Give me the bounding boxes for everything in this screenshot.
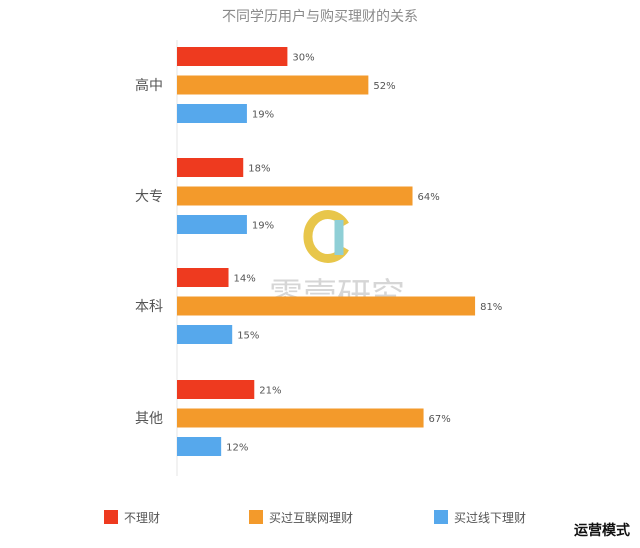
bar-value-label: 52% xyxy=(373,81,395,92)
legend-label: 买过互联网理财 xyxy=(269,511,353,525)
legend-label: 买过线下理财 xyxy=(454,511,526,525)
legend-swatch xyxy=(434,510,448,524)
legend-swatch xyxy=(249,510,263,524)
bar-value-label: 81% xyxy=(480,302,502,313)
bar xyxy=(177,325,233,344)
category-label: 其他 xyxy=(135,411,163,427)
bar-value-label: 12% xyxy=(226,443,248,454)
bar-value-label: 15% xyxy=(237,331,259,342)
legend: 不理财 买过互联网理财 买过线下理财 xyxy=(104,510,526,525)
legend-swatch xyxy=(104,510,118,524)
chart-title: 不同学历用户与购买理财的关系 xyxy=(222,8,418,25)
bar xyxy=(177,186,413,206)
bar xyxy=(177,75,369,95)
bars-group: 高中 30% 52% 19% 大专 18% 64% 19% 本科 14% 81% 15% 其他 21% 67… xyxy=(135,47,502,456)
bar xyxy=(177,268,229,287)
category-label: 大专 xyxy=(135,189,163,205)
bar xyxy=(177,215,247,234)
bar-value-label: 64% xyxy=(418,192,440,203)
bar xyxy=(177,437,222,456)
bar-value-label: 14% xyxy=(234,274,256,285)
bar-value-label: 67% xyxy=(429,414,451,425)
bar xyxy=(177,104,247,123)
bar xyxy=(177,408,424,428)
bar-value-label: 19% xyxy=(252,110,274,121)
bar-value-label: 21% xyxy=(259,386,281,397)
bar xyxy=(177,296,476,316)
bar xyxy=(177,380,255,399)
bar-value-label: 19% xyxy=(252,221,274,232)
category-label: 高中 xyxy=(135,77,163,94)
corner-label: 运营模式 xyxy=(574,523,630,539)
bar xyxy=(177,158,244,177)
bar-value-label: 30% xyxy=(292,53,314,64)
bar xyxy=(177,47,288,66)
legend-label: 不理财 xyxy=(124,511,160,525)
bar-value-label: 18% xyxy=(248,164,270,175)
watermark-logo-icon xyxy=(303,210,349,263)
category-label: 本科 xyxy=(135,299,163,315)
